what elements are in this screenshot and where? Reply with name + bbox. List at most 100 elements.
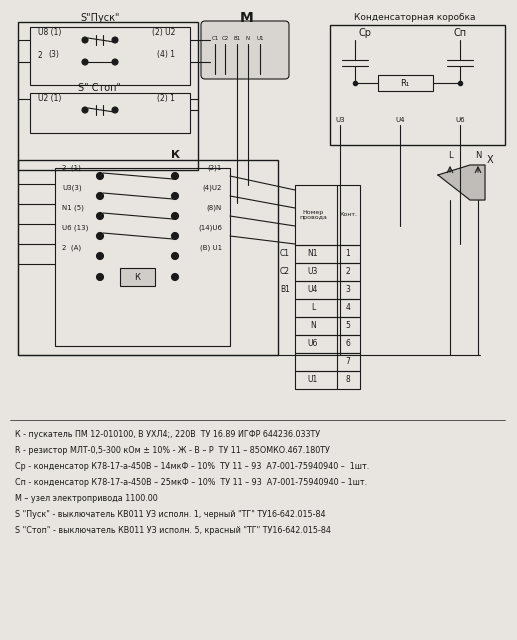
Bar [18,22,198,170]
Text: 8: 8 [346,376,351,385]
Text: (2) U2: (2) U2 [151,29,175,38]
Text: U2 (1): U2 (1) [38,95,62,104]
Text: 1: 1 [346,250,351,259]
Text: X: X [486,155,493,165]
Text: N: N [246,35,250,40]
Bar [295,185,360,245]
Text: (B) U1: (B) U1 [200,244,222,252]
Text: S "Пуск" - выключатель КВ011 УЗ исполн. 1, черный "ТГ" ТУ16-642.015-84: S "Пуск" - выключатель КВ011 УЗ исполн. … [15,510,326,519]
Text: Ср - конденсатор К78-17-а-450В – 14мкФ – 10%  ТУ 11 – 93  А7-001-75940940 –  1шт: Ср - конденсатор К78-17-а-450В – 14мкФ –… [15,462,369,471]
Bar [30,93,190,133]
FancyBboxPatch shape [201,21,289,79]
Text: 4: 4 [345,303,351,312]
Text: U1: U1 [308,376,318,385]
Text: U6: U6 [455,117,465,123]
Text: К: К [134,273,140,282]
Circle shape [97,232,103,239]
Bar [295,281,360,299]
Text: N1 (5): N1 (5) [62,205,84,211]
Circle shape [82,107,88,113]
Text: U8 (1): U8 (1) [38,29,62,38]
Bar [18,160,278,355]
Text: S "Стоп" - выключатель КВ011 УЗ исполн. 5, красный "ТГ" ТУ16-642.015-84: S "Стоп" - выключатель КВ011 УЗ исполн. … [15,526,331,535]
Text: U6 (13): U6 (13) [62,225,88,231]
Bar [295,317,360,335]
Text: Конт.: Конт. [339,212,357,218]
Text: S" Стоп": S" Стоп" [79,83,121,93]
Text: (4)U2: (4)U2 [203,185,222,191]
Circle shape [97,253,103,259]
Text: (2) 1: (2) 1 [157,95,175,104]
Text: 5: 5 [345,321,351,330]
Text: C2: C2 [221,35,229,40]
Circle shape [112,37,118,43]
Text: М: М [240,11,254,25]
Text: C1: C1 [280,250,290,259]
Text: 3: 3 [345,285,351,294]
Text: B1: B1 [234,35,240,40]
Circle shape [112,107,118,113]
Text: N: N [310,321,316,330]
Circle shape [112,59,118,65]
Circle shape [97,193,103,200]
Text: (2)1: (2)1 [208,164,222,172]
Text: К - пускатель ПМ 12-010100, В УХЛ4;, 220В  ТУ 16.89 ИГФР 644236.033ТУ: К - пускатель ПМ 12-010100, В УХЛ4;, 220… [15,430,320,439]
Text: (14)U6: (14)U6 [198,225,222,231]
Circle shape [97,273,103,280]
Text: 2: 2 [38,51,43,60]
Bar [30,27,190,85]
Circle shape [97,173,103,179]
Circle shape [172,193,178,200]
Text: C1: C1 [211,35,219,40]
Circle shape [172,232,178,239]
Text: Конденсаторная коробка: Конденсаторная коробка [354,13,476,22]
Text: U3(3): U3(3) [62,185,82,191]
Text: 2  (1): 2 (1) [62,164,81,172]
Circle shape [172,273,178,280]
Polygon shape [438,165,485,200]
Text: N: N [475,150,481,159]
Text: (3): (3) [48,51,59,60]
Text: R₁: R₁ [400,79,409,88]
Text: N1: N1 [308,250,318,259]
Circle shape [172,253,178,259]
Bar [295,335,360,353]
Circle shape [172,212,178,220]
Text: R - резистор МЛТ-0,5-300 кОм ± 10% - Ж - В – Р  ТУ 11 – 85ОМКО.467.180ТУ: R - резистор МЛТ-0,5-300 кОм ± 10% - Ж -… [15,446,330,455]
Bar [330,25,505,145]
Circle shape [82,59,88,65]
Text: U1: U1 [256,35,264,40]
Bar [295,245,360,263]
Text: U4: U4 [308,285,318,294]
Bar [295,263,360,281]
Text: L: L [448,150,452,159]
Text: 2: 2 [346,268,351,276]
Text: U6: U6 [308,339,318,349]
Text: S"Пуск": S"Пуск" [80,13,120,23]
Text: B1: B1 [280,285,290,294]
Text: L: L [311,303,315,312]
Text: (8)N: (8)N [207,205,222,211]
Bar [295,299,360,317]
Text: Сп: Сп [453,28,466,38]
Text: U4: U4 [396,117,405,123]
Bar [378,75,433,91]
Text: Номер
провода: Номер провода [299,210,327,220]
Bar [55,168,230,346]
Text: 7: 7 [345,358,351,367]
Text: М – узел электропривода 1100.00: М – узел электропривода 1100.00 [15,494,158,503]
Bar [295,371,360,389]
Circle shape [97,212,103,220]
Text: Ср: Ср [358,28,372,38]
Bar [120,268,155,286]
Text: (4) 1: (4) 1 [157,51,175,60]
Circle shape [172,173,178,179]
Circle shape [82,37,88,43]
Text: 2  (A): 2 (A) [62,244,81,252]
Text: 6: 6 [345,339,351,349]
Text: U3: U3 [335,117,345,123]
Text: U3: U3 [308,268,318,276]
Text: К: К [171,150,179,160]
Text: C2: C2 [280,268,290,276]
Bar [295,353,360,371]
